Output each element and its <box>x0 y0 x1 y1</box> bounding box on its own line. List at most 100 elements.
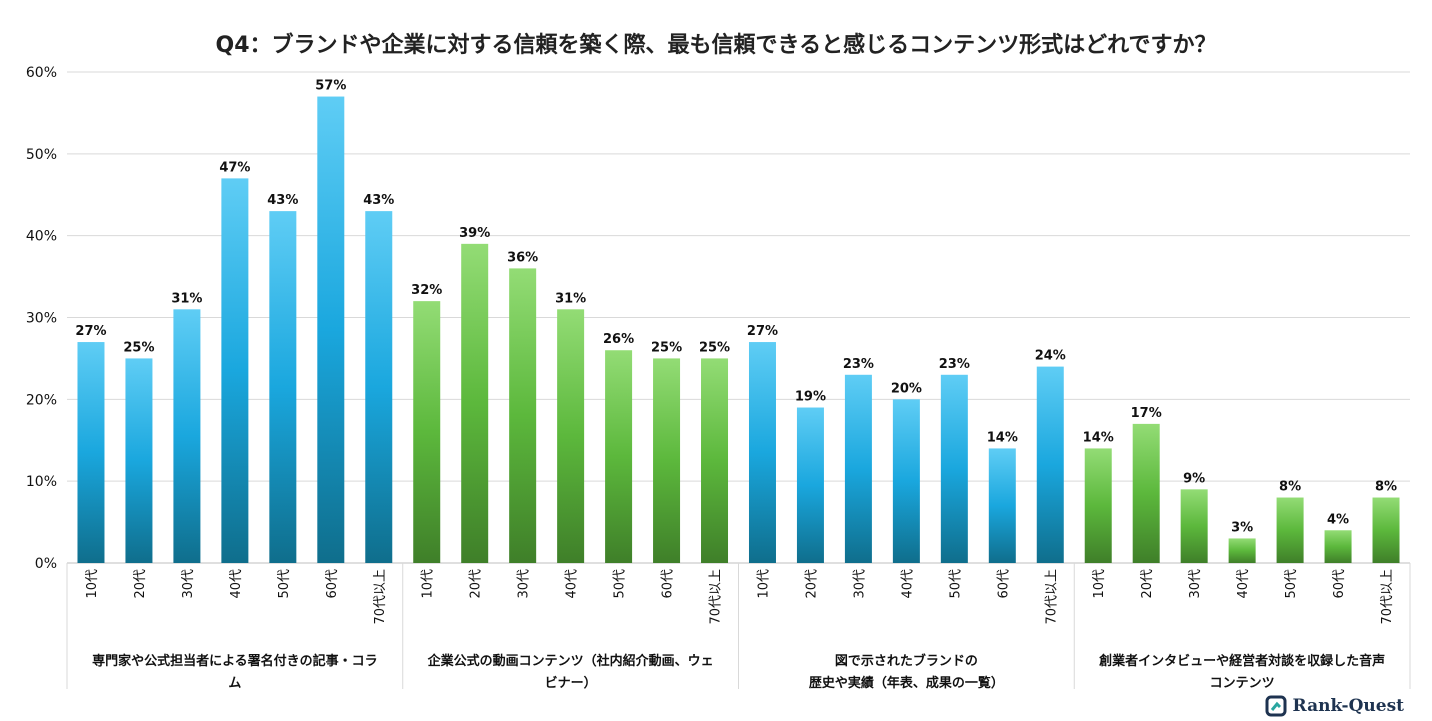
x-axis: 10代 20代 30代 40代 50代 60代 70代以上専門家や公式担当者による署名付きの… <box>66 563 1411 691</box>
data-label: 4% <box>1327 512 1349 527</box>
bar <box>1372 497 1400 563</box>
x-tick-label: 70代以上 <box>709 569 724 625</box>
bar <box>701 358 729 563</box>
x-tick-label: 30代 <box>517 569 532 599</box>
data-label: 9% <box>1183 471 1205 486</box>
x-tick-label: 50代 <box>948 569 963 599</box>
data-label: 32% <box>411 283 442 298</box>
bar <box>1084 448 1112 563</box>
bar <box>1132 423 1160 563</box>
data-label: 47% <box>219 160 250 175</box>
bar <box>77 342 105 563</box>
bar <box>796 407 824 563</box>
x-tick-label: 10代 <box>421 569 436 599</box>
data-label: 19% <box>795 390 826 405</box>
bar <box>125 358 153 563</box>
bar <box>509 268 537 563</box>
data-label: 57% <box>315 79 346 94</box>
bar <box>221 178 249 563</box>
bar <box>748 342 776 563</box>
x-tick-label: 10代 <box>756 569 771 599</box>
x-tick-label: 60代 <box>325 569 340 599</box>
data-label: 14% <box>987 430 1018 445</box>
data-label: 43% <box>363 193 394 208</box>
data-label: 20% <box>891 381 922 396</box>
data-label: 27% <box>747 324 778 339</box>
data-label: 8% <box>1279 480 1301 495</box>
data-label: 25% <box>699 340 730 355</box>
group-label: 創業者インタビューや経営者対談を収録した音声 <box>1098 653 1385 669</box>
bar <box>653 358 681 563</box>
y-tick-label: 60% <box>26 65 57 81</box>
bar <box>173 309 201 563</box>
y-axis: 0% 10% 20% 30% 40% 50% 60% <box>26 65 57 572</box>
x-tick-label: 20代 <box>133 569 148 599</box>
data-label: 25% <box>123 340 154 355</box>
x-tick-label: 20代 <box>469 569 484 599</box>
x-tick-label: 70代以上 <box>373 569 388 625</box>
data-label: 36% <box>507 250 538 265</box>
group-label: 専門家や公式担当者による署名付きの記事・コラ <box>92 653 378 669</box>
data-label: 31% <box>555 291 586 306</box>
bar <box>605 350 633 563</box>
x-tick-label: 20代 <box>1140 569 1155 599</box>
x-tick-label: 40代 <box>229 569 244 599</box>
rank-quest-logo-icon <box>1265 695 1287 717</box>
group-label: ビナー） <box>545 675 597 691</box>
x-tick-label: 40代 <box>1236 569 1251 599</box>
x-tick-label: 30代 <box>1188 569 1203 599</box>
bar <box>844 374 872 563</box>
data-label: 23% <box>939 357 970 372</box>
bar <box>461 243 489 563</box>
bar <box>365 211 393 563</box>
y-tick-label: 50% <box>26 147 57 163</box>
data-label: 17% <box>1131 406 1162 421</box>
group-label: ム <box>228 676 241 691</box>
bar <box>940 374 968 563</box>
bar <box>988 448 1016 563</box>
data-label: 43% <box>267 193 298 208</box>
data-label: 24% <box>1035 349 1066 364</box>
bar <box>557 309 585 563</box>
x-tick-label: 50代 <box>277 569 292 599</box>
data-label: 14% <box>1083 430 1114 445</box>
bar <box>892 399 920 563</box>
data-label: 25% <box>651 340 682 355</box>
bar <box>1324 530 1352 563</box>
bar <box>1036 366 1064 563</box>
x-tick-label: 20代 <box>804 569 819 599</box>
x-tick-label: 50代 <box>1284 569 1299 599</box>
x-tick-label: 10代 <box>1092 569 1107 599</box>
brand-name: Rank-Quest <box>1292 696 1404 716</box>
x-tick-label: 30代 <box>852 569 867 599</box>
group-label: 歴史や実績（年表、成果の一覧） <box>809 675 1004 691</box>
y-tick-label: 10% <box>26 474 57 490</box>
data-label: 3% <box>1231 520 1253 535</box>
data-label: 8% <box>1375 480 1397 495</box>
x-tick-label: 40代 <box>900 569 915 599</box>
brand-watermark: Rank-Quest <box>1265 695 1404 717</box>
x-tick-label: 60代 <box>996 569 1011 599</box>
x-tick-label: 70代以上 <box>1044 569 1059 625</box>
x-tick-label: 50代 <box>613 569 628 599</box>
data-label: 39% <box>459 226 490 241</box>
chart-title: Q4：ブランドや企業に対する信頼を築く際、最も信頼できると感じるコンテンツ形式は… <box>216 32 1217 58</box>
bars: 27% 25% 31% 47% 43% 57% 43% 32% 39% 36% 31% 26% 25% 2… <box>75 79 1400 564</box>
y-tick-label: 30% <box>26 311 57 327</box>
bar <box>1228 538 1256 563</box>
data-label: 27% <box>75 324 106 339</box>
data-label: 31% <box>171 291 202 306</box>
bar <box>269 211 297 563</box>
group-label: 図で示されたブランドの <box>835 653 978 669</box>
bar <box>413 301 441 563</box>
y-tick-label: 0% <box>35 556 57 572</box>
x-tick-label: 10代 <box>85 569 100 599</box>
x-tick-label: 60代 <box>1332 569 1347 599</box>
y-tick-label: 20% <box>26 392 57 408</box>
x-tick-label: 30代 <box>181 569 196 599</box>
x-tick-label: 40代 <box>565 569 580 599</box>
data-label: 23% <box>843 357 874 372</box>
data-label: 26% <box>603 332 634 347</box>
group-label: 企業公式の動画コンテンツ（社内紹介動画、ウェ <box>427 653 714 669</box>
